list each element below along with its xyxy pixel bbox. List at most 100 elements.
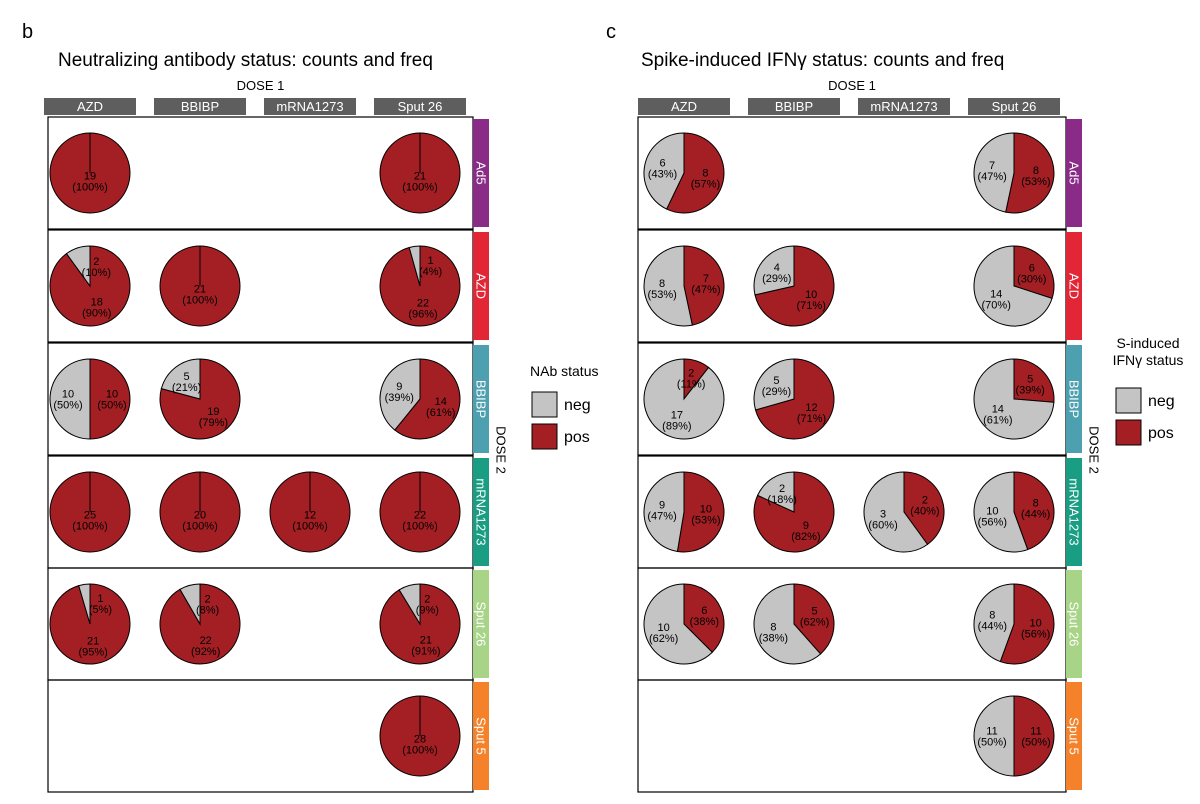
row-label: BBIBP <box>474 380 489 418</box>
pie: 11 (50%) 11 (50%) <box>973 695 1055 777</box>
pie-label-neg: 9 (39%) <box>385 381 414 404</box>
pie-label-neg: 2 (8%) <box>196 594 219 617</box>
pie-label-pos: 22 (96%) <box>408 297 437 320</box>
column-strip <box>968 98 1060 115</box>
pie-label-pos: 8 (53%) <box>1021 165 1050 188</box>
pie-label-neg: 8 (44%) <box>978 610 1007 633</box>
pie-label-pos: 12 (100%) <box>292 510 327 533</box>
legend: NAb status neg pos <box>530 363 598 450</box>
pie: 19 (100%) <box>49 132 131 214</box>
pie-slice-pos <box>1013 471 1055 551</box>
pie-slice-neg <box>973 583 1015 663</box>
pie-label-pos: 5 (62%) <box>800 606 829 629</box>
column-label: BBIBP <box>775 99 813 114</box>
pie-slice-pos <box>676 471 725 553</box>
pie-label-neg: 2 (18%) <box>767 483 796 506</box>
pie-slice-neg <box>973 358 1055 440</box>
pie-slice-neg <box>643 583 713 665</box>
row-label: Ad5 <box>474 161 489 184</box>
pie-label-neg: 1 (4%) <box>419 255 442 278</box>
pie: 21 (100%) <box>379 132 461 214</box>
column-strip <box>44 98 136 115</box>
column-label: Sput 26 <box>992 99 1037 114</box>
row-strip <box>1066 119 1082 227</box>
pie-slice-pos <box>903 471 945 546</box>
pie-label-pos: 25 (100%) <box>72 510 107 533</box>
pie-label-pos: 20 (100%) <box>182 510 217 533</box>
pie-label-neg: 8 (53%) <box>647 278 676 301</box>
legend-title: S-induced IFNγ status <box>1113 335 1184 368</box>
pie: 28 (100%) <box>379 695 461 777</box>
pie: 7 (47%) 8 (53%) <box>643 245 725 327</box>
pie-slice-neg <box>379 358 421 431</box>
pie-label-pos: 7 (47%) <box>691 273 720 296</box>
pie: 10 (50%) 10 (50%) <box>49 358 131 440</box>
column-label: Sput 26 <box>398 99 443 114</box>
pie-label-neg: 14 (70%) <box>982 288 1011 311</box>
pie-label-neg: 2 (10%) <box>82 256 111 279</box>
row-label: BBIBP <box>1067 380 1082 418</box>
pie: 21 (91%) 2 (9%) <box>379 583 461 665</box>
pie-slice-neg <box>643 358 725 440</box>
panel-letter: c <box>606 21 616 43</box>
row-strip <box>1066 682 1082 790</box>
panel-b: b Neutralizing antibody status: counts an… <box>22 21 509 793</box>
pie-slice-pos <box>394 358 461 440</box>
pie-slice-pos <box>89 358 131 440</box>
pie-label-pos: 6 (38%) <box>690 605 719 628</box>
pie: 6 (30%) 14 (70%) <box>973 245 1055 327</box>
pie-slice-pos <box>683 583 725 653</box>
row-strip <box>1066 458 1082 566</box>
legend-entry-neg: neg <box>564 397 591 414</box>
pie-label-pos: 21 (91%) <box>411 635 440 658</box>
pie-label-neg: 6 (43%) <box>648 158 677 181</box>
pie-slice-pos <box>683 245 725 326</box>
pie-label-neg: 4 (29%) <box>762 262 791 285</box>
pie-slice-pos <box>1013 695 1055 777</box>
pie-label-pos: 8 (44%) <box>1021 498 1050 521</box>
pie-label-pos: 19 (79%) <box>199 406 228 429</box>
chart-title: Spike-induced IFNγ status: counts and fr… <box>641 50 1004 71</box>
pie-label-pos: 21 (95%) <box>78 635 107 658</box>
pie: 12 (71%) 5 (29%) <box>753 358 835 440</box>
legend-key-neg <box>531 391 558 418</box>
column-label: AZD <box>671 99 697 114</box>
pie: 10 (53%) 9 (47%) <box>643 471 725 553</box>
pie-label-neg: 7 (47%) <box>977 160 1006 183</box>
column-strip <box>748 98 840 115</box>
row-label: Sput 26 <box>1067 602 1082 647</box>
row-label: Sput 26 <box>474 602 489 647</box>
pie-label-pos: 8 (57%) <box>691 167 720 190</box>
pie-slice-neg <box>756 471 795 513</box>
pie-label-neg: 17 (89%) <box>662 409 691 432</box>
pie: 2 (11%) 17 (89%) <box>643 358 725 440</box>
legend-key-pos <box>531 423 558 450</box>
dose1-label: DOSE 1 <box>828 78 876 93</box>
column-label: AZD <box>77 99 103 114</box>
pie: 25 (100%) <box>49 471 131 553</box>
column-strip <box>154 98 246 115</box>
column-label: mRNA1273 <box>870 99 937 114</box>
pie-label-neg: 9 (47%) <box>647 500 676 523</box>
pie-label-neg: 2 (9%) <box>416 594 439 617</box>
pie: 10 (71%) 4 (29%) <box>753 245 835 327</box>
pie-label-neg: 1 (5%) <box>89 593 112 616</box>
pie-label-pos: 18 (90%) <box>82 296 111 319</box>
column-strip <box>858 98 950 115</box>
pie-slice-neg <box>973 695 1015 777</box>
chart-title: Neutralizing antibody status: counts and… <box>58 50 433 71</box>
dose1-label: DOSE 1 <box>237 78 285 93</box>
row-label: Ad5 <box>1067 161 1082 184</box>
pie: 6 (38%) 10 (62%) <box>643 583 725 665</box>
pie-slice-pos <box>665 132 725 214</box>
pie-label-pos: 6 (30%) <box>1017 263 1046 286</box>
pie-label-neg: 8 (38%) <box>759 621 788 644</box>
pie-slice-neg <box>78 583 91 625</box>
column-label: BBIBP <box>181 99 219 114</box>
row-strip <box>473 570 489 678</box>
pie-label-neg: 11 (50%) <box>977 726 1006 749</box>
pie: 21 (95%) 1 (5%) <box>49 583 131 665</box>
pie-label-pos: 21 (100%) <box>402 171 437 194</box>
pie: 21 (100%) <box>159 245 241 327</box>
